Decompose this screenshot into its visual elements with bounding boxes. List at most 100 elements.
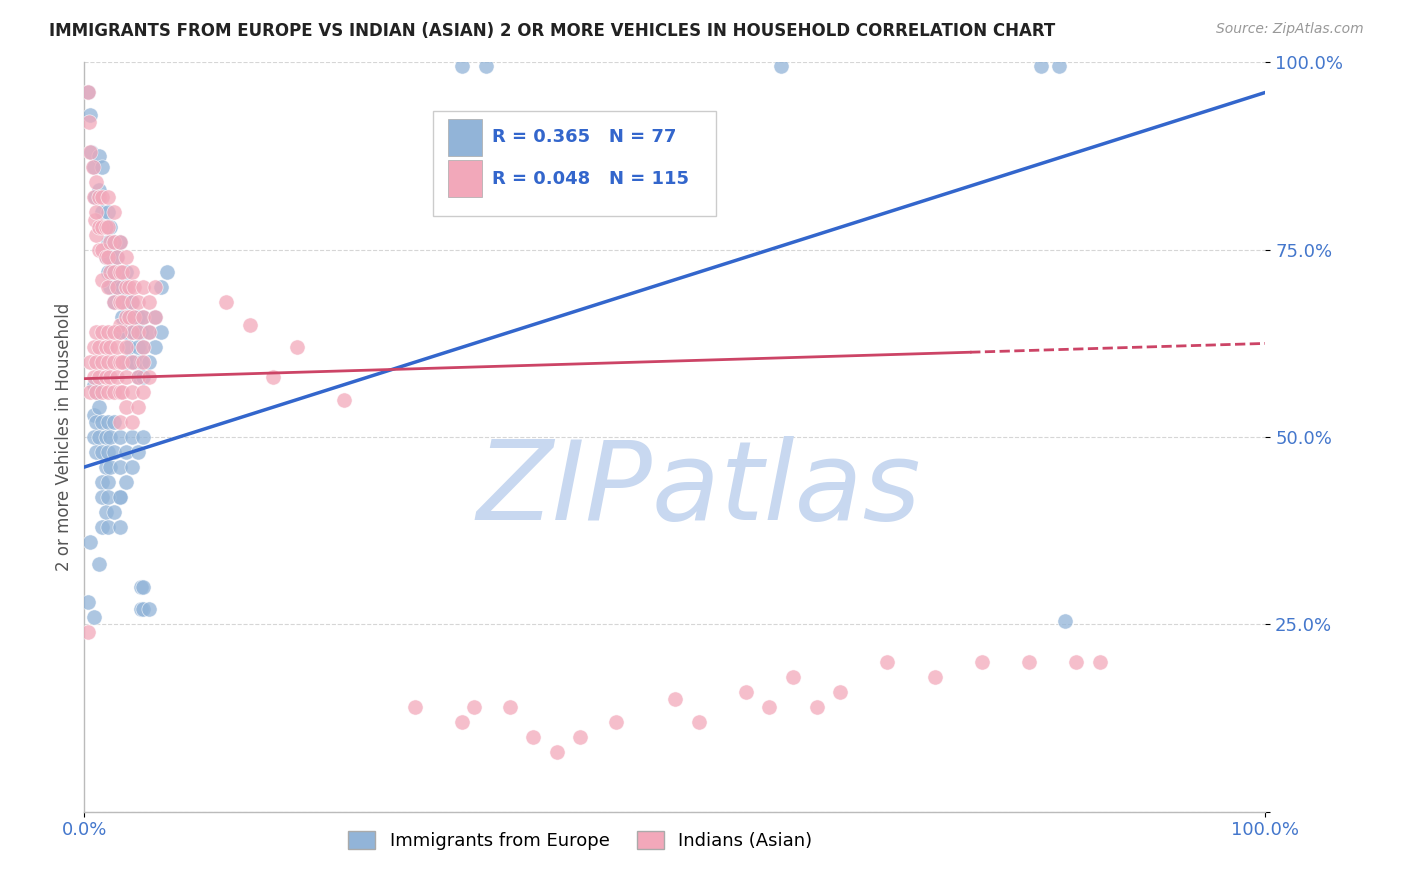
Point <box>94 460 117 475</box>
Point <box>84 355 107 369</box>
Point <box>97 280 120 294</box>
Point <box>103 265 125 279</box>
Point <box>127 370 149 384</box>
Point <box>129 355 152 369</box>
Point <box>91 273 114 287</box>
Point <box>121 295 143 310</box>
Point <box>84 212 107 227</box>
Point <box>970 655 993 669</box>
Point <box>98 430 121 444</box>
Point <box>108 415 131 429</box>
Point <box>138 370 160 384</box>
Point <box>114 370 136 384</box>
Point <box>114 280 136 294</box>
Point <box>97 355 120 369</box>
Point <box>132 340 155 354</box>
Point <box>118 340 141 354</box>
Point <box>79 145 101 160</box>
Text: ZIPatlas: ZIPatlas <box>477 436 921 543</box>
Point <box>103 415 125 429</box>
Point <box>121 325 143 339</box>
FancyBboxPatch shape <box>449 161 482 197</box>
Point <box>122 355 145 369</box>
Point <box>114 355 136 369</box>
Point <box>122 325 145 339</box>
Point <box>84 445 107 459</box>
Point <box>605 714 627 729</box>
Point <box>127 445 149 459</box>
Point <box>97 220 120 235</box>
Point <box>121 355 143 369</box>
Point <box>91 520 114 534</box>
Point <box>98 265 121 279</box>
Point <box>569 730 592 744</box>
Point <box>451 59 474 73</box>
Point <box>239 318 262 332</box>
Point <box>118 310 141 325</box>
Point <box>98 460 121 475</box>
Point <box>1029 59 1052 73</box>
Point <box>83 161 105 175</box>
Point <box>84 190 107 204</box>
Point <box>121 460 143 475</box>
Point <box>84 385 107 400</box>
Point <box>108 318 131 332</box>
Point <box>262 370 284 384</box>
Point <box>830 685 852 699</box>
Point <box>132 340 155 354</box>
Point <box>107 280 129 294</box>
Point <box>103 295 125 310</box>
Point <box>94 220 117 235</box>
Point <box>664 692 686 706</box>
Point <box>103 385 125 400</box>
Point <box>80 145 103 160</box>
Point <box>132 430 155 444</box>
Point <box>97 415 120 429</box>
Point <box>108 325 131 339</box>
Point <box>132 385 155 400</box>
Point <box>91 415 114 429</box>
Point <box>84 325 107 339</box>
Point <box>103 235 125 250</box>
Point <box>127 295 149 310</box>
Point <box>79 108 101 122</box>
Point <box>97 250 120 264</box>
Text: Source: ZipAtlas.com: Source: ZipAtlas.com <box>1216 22 1364 37</box>
Point <box>122 280 145 294</box>
Point <box>138 295 160 310</box>
Point <box>103 325 125 339</box>
Point <box>132 280 155 294</box>
Point <box>1066 655 1088 669</box>
FancyBboxPatch shape <box>433 112 716 216</box>
Point <box>84 175 107 189</box>
Point <box>79 355 101 369</box>
Point <box>121 265 143 279</box>
Point <box>87 558 110 572</box>
Point <box>91 490 114 504</box>
Point <box>114 295 136 310</box>
Point <box>129 580 152 594</box>
Point <box>111 310 134 325</box>
Point <box>108 325 131 339</box>
Point <box>111 265 134 279</box>
Point <box>132 580 155 594</box>
Point <box>98 220 121 235</box>
Point <box>79 385 101 400</box>
Point <box>138 355 160 369</box>
Point <box>98 370 121 384</box>
Point <box>108 295 131 310</box>
Point <box>87 370 110 384</box>
Point <box>97 490 120 504</box>
Point <box>94 505 117 519</box>
Point <box>121 355 143 369</box>
Point <box>108 460 131 475</box>
Point <box>83 610 105 624</box>
Point <box>107 340 129 354</box>
Point <box>107 250 129 264</box>
Point <box>83 408 105 422</box>
Point <box>138 602 160 616</box>
Point <box>285 340 308 354</box>
Point <box>82 161 104 175</box>
Point <box>132 370 155 384</box>
Point <box>98 340 121 354</box>
